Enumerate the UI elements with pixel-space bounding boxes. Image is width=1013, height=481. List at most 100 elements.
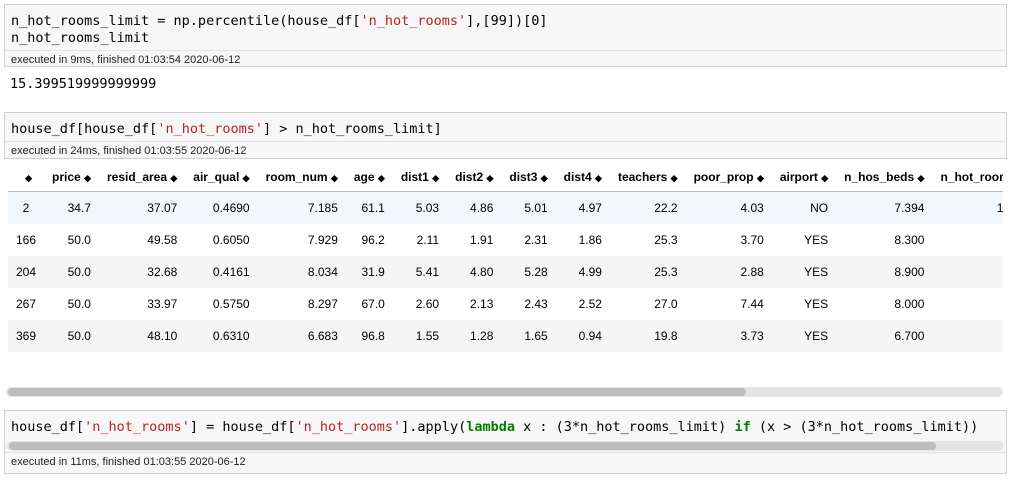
sort-icon: ◆ bbox=[432, 173, 439, 183]
sort-icon: ◆ bbox=[378, 173, 385, 183]
code-string-token: 'n_hot_rooms' bbox=[296, 419, 402, 435]
column-header-dist3[interactable]: dist3 ◆ bbox=[501, 165, 555, 192]
code-token: ].apply( bbox=[401, 419, 466, 435]
table-cell: 50.0 bbox=[44, 288, 99, 320]
table-cell: 8.900 bbox=[836, 256, 932, 288]
code-cell-1[interactable]: n_hot_rooms_limit = np.percentile(house_… bbox=[4, 4, 1007, 67]
column-header-dist2[interactable]: dist2 ◆ bbox=[447, 165, 501, 192]
sort-icon: ◆ bbox=[170, 173, 177, 183]
code-token: (x > (3*n_hot_rooms_limit)) bbox=[751, 419, 979, 435]
sort-icon: ◆ bbox=[331, 173, 338, 183]
table-cell: 2.60 bbox=[393, 288, 447, 320]
table-cell: 0.94 bbox=[556, 320, 610, 352]
column-header-dist4[interactable]: dist4 ◆ bbox=[556, 165, 610, 192]
column-header-n-hot-rooms[interactable]: n_hot_rooms ◆ bbox=[932, 165, 1003, 192]
code-editor-2[interactable]: house_df[house_df['n_hot_rooms'] > n_hot… bbox=[5, 113, 1006, 141]
code-string-token: 'n_hot_rooms' bbox=[361, 13, 467, 29]
table-cell: YES bbox=[772, 224, 836, 256]
table-cell: 3.70 bbox=[686, 224, 772, 256]
column-header-resid-area[interactable]: resid_area ◆ bbox=[99, 165, 185, 192]
table-cell: 50.0 bbox=[44, 224, 99, 256]
code-keyword-token: if bbox=[734, 419, 750, 435]
code-token: n_hot_rooms_limit = np.percentile(house_… bbox=[11, 13, 361, 29]
sort-icon: ◆ bbox=[25, 173, 32, 183]
code-editor-3[interactable]: house_df['n_hot_rooms'] = house_df['n_ho… bbox=[5, 411, 1006, 440]
code-line: n_hot_rooms_limit bbox=[11, 30, 1000, 47]
code-cell-3[interactable]: house_df['n_hot_rooms'] = house_df['n_ho… bbox=[4, 410, 1007, 474]
table-cell: 1.87 bbox=[556, 352, 610, 360]
code-cell-2[interactable]: house_df[house_df['n_hot_rooms'] > n_hot… bbox=[4, 112, 1007, 159]
table-horizontal-scrollbar[interactable] bbox=[6, 387, 1003, 397]
table-cell: 96.2 bbox=[346, 224, 393, 256]
table-cell: 61.1 bbox=[346, 192, 393, 225]
code-token: x : (3*n_hot_rooms_limit) bbox=[515, 419, 734, 435]
scrollbar-thumb[interactable] bbox=[8, 388, 746, 396]
code-scroll-area bbox=[5, 440, 1006, 452]
table-row: 2 34.7 37.07 0.4690 7.185 61.1 5.03 4.86 5.01 4.9… bbox=[8, 192, 1003, 225]
code-string-token: 'n_hot_rooms' bbox=[157, 121, 263, 137]
sort-icon: ◆ bbox=[671, 173, 678, 183]
sort-icon: ◆ bbox=[486, 173, 493, 183]
table-cell: 31.9 bbox=[346, 256, 393, 288]
table-cell: 4.03 bbox=[686, 192, 772, 225]
sort-icon: ◆ bbox=[821, 173, 828, 183]
column-header-price[interactable]: price ◆ bbox=[44, 165, 99, 192]
execution-info-2: executed in 24ms, finished 01:03:55 2020… bbox=[5, 141, 1006, 159]
sort-icon: ◆ bbox=[243, 173, 250, 183]
table-cell: 0.4690 bbox=[185, 192, 257, 225]
table-cell: 4.80 bbox=[447, 256, 501, 288]
table-cell: 2.43 bbox=[501, 288, 555, 320]
column-header-label: dist1 bbox=[401, 170, 429, 184]
column-header-dist1[interactable]: dist1 ◆ bbox=[393, 165, 447, 192]
table-cell: 5.03 bbox=[393, 192, 447, 225]
column-header-air-qual[interactable]: air_qual ◆ bbox=[185, 165, 257, 192]
column-header-label: n_hot_rooms bbox=[940, 170, 1003, 184]
code-horizontal-scrollbar[interactable] bbox=[7, 441, 1004, 451]
table-cell: 22.2 bbox=[610, 192, 686, 225]
table-cell: 15.4 bbox=[932, 256, 1003, 288]
table-cell: 48.10 bbox=[99, 352, 185, 360]
table-cell: 1.91 bbox=[447, 224, 501, 256]
column-header-room-num[interactable]: room_num ◆ bbox=[258, 165, 346, 192]
scrollbar-thumb[interactable] bbox=[9, 442, 936, 450]
table-cell: 6.700 bbox=[836, 320, 932, 352]
column-header-label: air_qual bbox=[193, 170, 239, 184]
row-index: 204 bbox=[8, 256, 44, 288]
column-header-poor-prop[interactable]: poor_prop ◆ bbox=[686, 165, 772, 192]
table-cell: 2.08 bbox=[393, 352, 447, 360]
table-cell: 0.4161 bbox=[185, 256, 257, 288]
column-header-label: age bbox=[354, 170, 375, 184]
index-sort-header[interactable]: ◆ bbox=[8, 165, 44, 192]
table-cell: 1.28 bbox=[447, 320, 501, 352]
table-cell: 8.297 bbox=[258, 288, 346, 320]
table-cell: YES bbox=[772, 288, 836, 320]
table-cell: 27.0 bbox=[610, 288, 686, 320]
sort-icon: ◆ bbox=[541, 173, 548, 183]
column-header-label: poor_prop bbox=[694, 170, 754, 184]
sort-icon: ◆ bbox=[918, 173, 925, 183]
column-header-n-hos-beds[interactable]: n_hos_beds ◆ bbox=[836, 165, 932, 192]
column-header-teachers[interactable]: teachers ◆ bbox=[610, 165, 686, 192]
table-cell: 6.683 bbox=[258, 320, 346, 352]
table-cell: 49.58 bbox=[99, 224, 185, 256]
table-cell: 50.0 bbox=[44, 320, 99, 352]
table-cell: 15.4 bbox=[932, 288, 1003, 320]
table-cell: 1.65 bbox=[501, 320, 555, 352]
code-token: ],[ bbox=[466, 13, 490, 29]
table-cell: 34.7 bbox=[44, 192, 99, 225]
table-cell: 4.86 bbox=[447, 192, 501, 225]
table-cell: 7.929 bbox=[258, 224, 346, 256]
table-cell: YES bbox=[772, 256, 836, 288]
table-cell: 2.88 bbox=[686, 256, 772, 288]
code-editor-1[interactable]: n_hot_rooms_limit = np.percentile(house_… bbox=[5, 5, 1006, 50]
column-header-airport[interactable]: airport ◆ bbox=[772, 165, 836, 192]
table-cell: 5.28 bbox=[501, 256, 555, 288]
table-cell: 15.4 bbox=[932, 320, 1003, 352]
table-cell: 5.01 bbox=[501, 192, 555, 225]
execution-info-1: executed in 9ms, finished 01:03:54 2020-… bbox=[5, 50, 1006, 67]
table-cell: 32.68 bbox=[99, 256, 185, 288]
table-row: 267 50.0 33.97 0.5750 8.297 67.0 2.60 2.13 2.43 2… bbox=[8, 288, 1003, 320]
sort-icon: ◆ bbox=[757, 173, 764, 183]
table-cell: 1.80 bbox=[447, 352, 501, 360]
column-header-age[interactable]: age ◆ bbox=[346, 165, 393, 192]
